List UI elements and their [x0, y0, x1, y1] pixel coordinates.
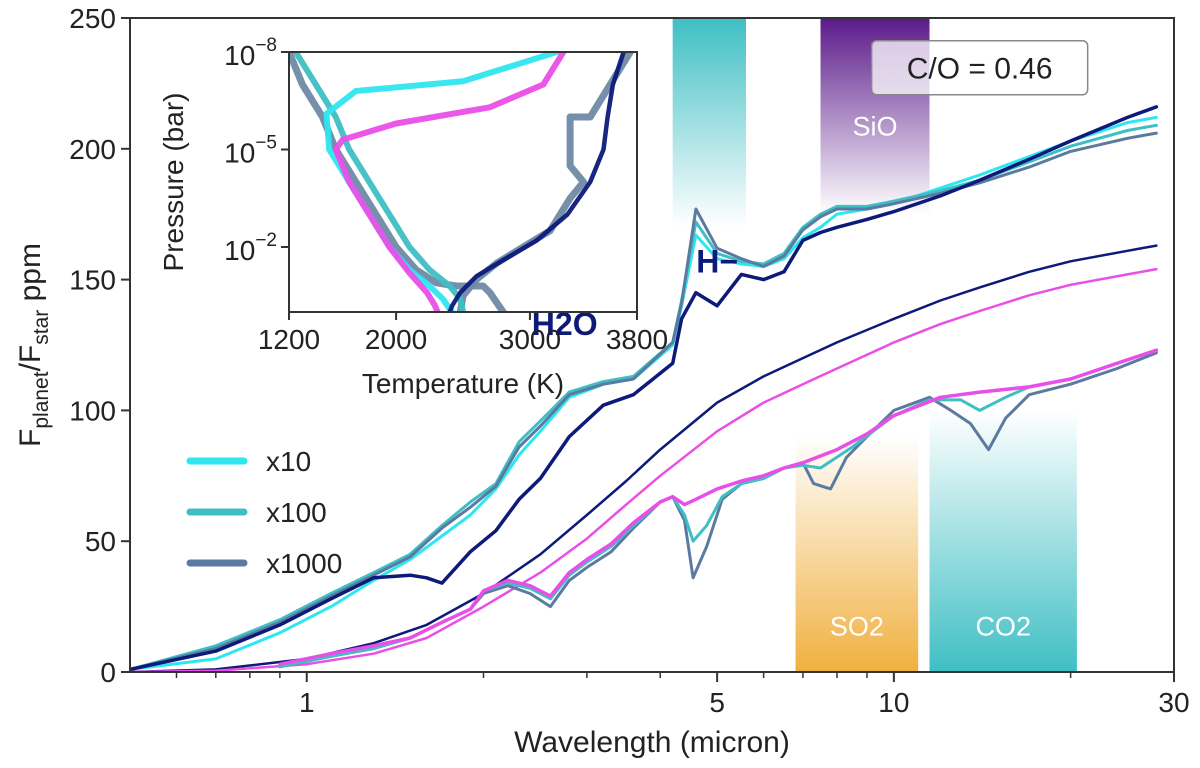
- band-sio-label: SiO: [853, 112, 898, 142]
- inset-ticks: 1200 2000 3000 3800 10−8 10−5 10−2: [224, 35, 668, 355]
- y-tick-label: 50: [85, 526, 116, 557]
- y-tick-label: 100: [69, 395, 116, 426]
- main-ticks: 0 50 100 150 200 250 1 5 10 30: [69, 3, 1189, 718]
- x-tick-label: 5: [709, 687, 725, 718]
- inset-baseline-profile-navy: [447, 52, 626, 312]
- y-axis-label: Fplanet/Fstar ppm: [14, 243, 53, 447]
- inset-y-tick-label: 10−2: [224, 230, 277, 266]
- inset-x-axis-label: Temperature (K): [362, 368, 564, 399]
- y-tick-label: 200: [69, 134, 116, 165]
- annotation-c-o-0-46: C/O = 0.46: [907, 53, 1053, 86]
- inset-x1000-profile-hot: [456, 52, 634, 312]
- main-series: [130, 105, 1159, 672]
- inset-series: [289, 52, 634, 312]
- legend: x10 x100 x1000: [186, 446, 342, 579]
- band-0: [672, 18, 747, 228]
- legend-label-x1000: x1000: [266, 548, 342, 579]
- inset-x-tick-label: 1200: [258, 324, 320, 355]
- y-tick-label: 150: [69, 265, 116, 296]
- series-baseline-lower-magenta: [278, 348, 1159, 666]
- series-x1000-lower: [278, 351, 1158, 669]
- inset-x-tick-label: 2000: [365, 324, 427, 355]
- annotation-h: H−: [696, 243, 738, 279]
- x-tick-label: 10: [878, 687, 909, 718]
- band-so2-label: SO2: [830, 611, 884, 641]
- band-so2: [795, 436, 919, 672]
- band-co2-label: CO2: [975, 611, 1031, 641]
- y-tick-label: 0: [100, 657, 116, 688]
- series-x10-upper: [130, 115, 1158, 671]
- inset-y-axis-label: Pressure (bar): [158, 93, 189, 272]
- inset-baseline-profile-magenta: [332, 52, 567, 312]
- x-tick-label: 1: [299, 687, 315, 718]
- x-tick-label: 30: [1158, 687, 1189, 718]
- inset-x-tick-label: 3800: [606, 324, 668, 355]
- x-axis-label: Wavelength (micron): [514, 726, 790, 759]
- series-h-continuum-magenta: [130, 267, 1158, 672]
- annotation-c-o-0-46-box: [870, 39, 1089, 96]
- y-tick-label: 250: [69, 3, 116, 34]
- inset-x100-profile: [292, 52, 466, 312]
- main-axes-frame: [129, 17, 1175, 673]
- inset-y-tick-label: 10−8: [224, 35, 277, 71]
- series-baseline-upper-navy: [130, 105, 1159, 672]
- inset-y-tick-label: 10−5: [224, 133, 277, 169]
- series-x1000-upper: [130, 131, 1158, 671]
- inset-axes-frame: [288, 51, 638, 313]
- legend-label-x100: x100: [266, 497, 327, 528]
- absorption-bands: SiO SO2 CO2: [672, 18, 1077, 672]
- band-co2: [929, 410, 1077, 672]
- series-h-continuum-navy: [130, 244, 1158, 672]
- inset-x-tick-label: 3000: [499, 324, 561, 355]
- legend-label-x10: x10: [266, 446, 311, 477]
